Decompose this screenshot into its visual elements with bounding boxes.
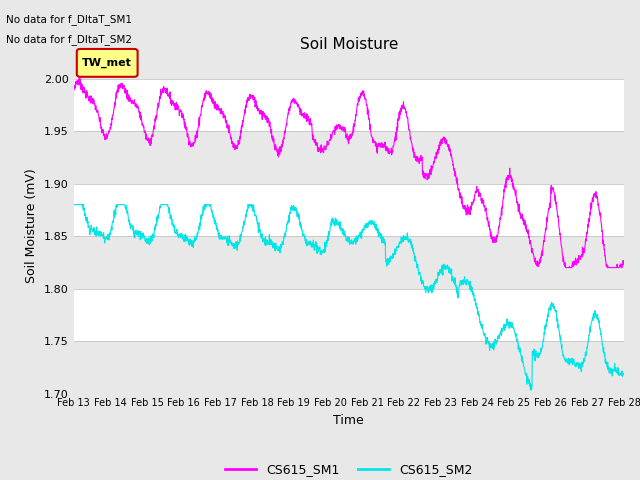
Bar xyxy=(74,183,624,236)
Bar xyxy=(74,236,624,288)
Bar xyxy=(74,131,624,183)
X-axis label: Time: Time xyxy=(333,414,364,427)
Text: TW_met: TW_met xyxy=(83,58,132,68)
Y-axis label: Soil Moisture (mV): Soil Moisture (mV) xyxy=(26,168,38,283)
Text: No data for f_DltaT_SM2: No data for f_DltaT_SM2 xyxy=(6,34,132,45)
Bar xyxy=(74,288,624,341)
Legend: CS615_SM1, CS615_SM2: CS615_SM1, CS615_SM2 xyxy=(220,458,478,480)
Bar xyxy=(74,79,624,131)
Bar xyxy=(74,341,624,394)
Text: No data for f_DltaT_SM1: No data for f_DltaT_SM1 xyxy=(6,14,132,25)
Title: Soil Moisture: Soil Moisture xyxy=(300,37,398,52)
